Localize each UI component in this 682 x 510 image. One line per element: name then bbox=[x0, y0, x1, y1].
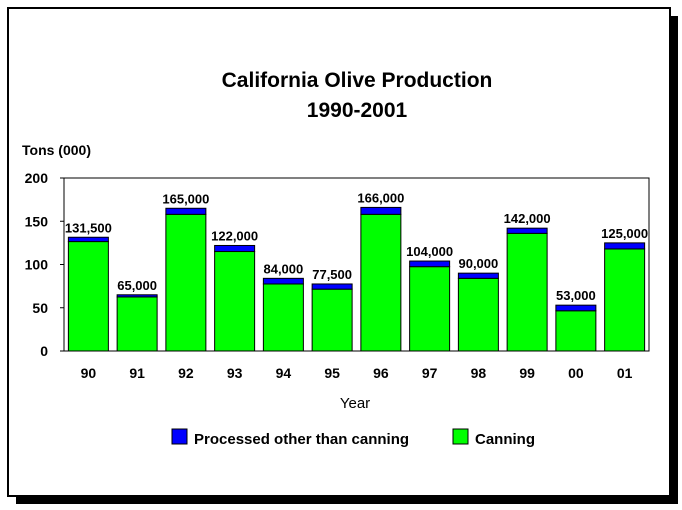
legend: Processed other than canning Canning bbox=[171, 428, 535, 448]
data-label: 122,000 bbox=[211, 228, 258, 243]
bar-canning bbox=[262, 283, 304, 352]
x-tick-label: 96 bbox=[373, 365, 389, 381]
data-label: 90,000 bbox=[458, 256, 498, 271]
bar-canning bbox=[67, 241, 109, 352]
data-label: 77,500 bbox=[312, 267, 352, 282]
bar-canning bbox=[116, 296, 158, 352]
x-tick-label: 97 bbox=[422, 365, 438, 381]
bar-processed bbox=[409, 260, 451, 268]
x-tick-label: 90 bbox=[81, 365, 97, 381]
bar-canning bbox=[311, 288, 353, 352]
legend-label-processed: Processed other than canning bbox=[194, 431, 409, 448]
bar-processed bbox=[457, 272, 499, 279]
plot-area bbox=[63, 177, 650, 352]
x-tick-label: 01 bbox=[617, 365, 633, 381]
chart-title: California Olive Production bbox=[222, 69, 493, 92]
bar-processed bbox=[116, 294, 158, 298]
data-label: 166,000 bbox=[357, 190, 404, 205]
bar-processed bbox=[555, 304, 597, 312]
bar-processed bbox=[311, 283, 353, 290]
bar-canning bbox=[409, 266, 451, 352]
bar-canning bbox=[360, 213, 402, 352]
y-axis: 0 50 100 150 200 bbox=[25, 170, 64, 359]
x-tick-label: 93 bbox=[227, 365, 243, 381]
data-label: 131,500 bbox=[65, 220, 112, 235]
x-tick-label: 98 bbox=[471, 365, 487, 381]
y-tick-label: 0 bbox=[40, 343, 48, 359]
x-tick-label: 00 bbox=[568, 365, 584, 381]
x-axis: 90 91 92 93 94 95 96 97 98 99 00 01 bbox=[81, 365, 633, 381]
bar-canning bbox=[604, 248, 646, 352]
x-tick-label: 94 bbox=[276, 365, 292, 381]
bar-canning bbox=[457, 277, 499, 352]
data-label: 65,000 bbox=[117, 278, 157, 293]
bar-processed bbox=[214, 244, 256, 253]
bar-processed bbox=[67, 236, 109, 243]
chart-subtitle: 1990-2001 bbox=[307, 99, 408, 122]
bar-canning bbox=[506, 232, 548, 352]
x-tick-label: 92 bbox=[178, 365, 194, 381]
bar-processed bbox=[165, 207, 207, 215]
data-label: 125,000 bbox=[601, 226, 648, 241]
x-axis-label: Year bbox=[340, 395, 370, 412]
y-tick-label: 200 bbox=[25, 170, 49, 186]
x-tick-label: 99 bbox=[519, 365, 535, 381]
y-tick-label: 50 bbox=[32, 300, 48, 316]
data-label: 142,000 bbox=[504, 211, 551, 226]
legend-swatch-processed bbox=[171, 428, 188, 445]
data-label: 84,000 bbox=[263, 261, 303, 276]
y-tick-label: 100 bbox=[25, 257, 49, 273]
x-tick-label: 95 bbox=[324, 365, 340, 381]
data-labels: 131,500 65,000 165,000 122,000 84,000 77,500 1… bbox=[65, 190, 648, 303]
x-tick-label: 91 bbox=[129, 365, 145, 381]
legend-label-canning: Canning bbox=[475, 431, 535, 448]
bar-processed bbox=[360, 206, 402, 215]
bars bbox=[67, 206, 646, 352]
y-tick-label: 150 bbox=[25, 213, 49, 229]
bar-canning bbox=[214, 251, 256, 352]
data-label: 104,000 bbox=[406, 244, 453, 259]
bar-processed bbox=[506, 227, 548, 234]
bar-canning bbox=[165, 213, 207, 352]
bar-processed bbox=[604, 242, 646, 250]
data-label: 165,000 bbox=[162, 191, 209, 206]
legend-swatch-canning bbox=[452, 428, 469, 445]
y-axis-label: Tons (000) bbox=[22, 142, 91, 158]
data-label: 53,000 bbox=[556, 288, 596, 303]
bar-canning bbox=[555, 310, 597, 352]
bar-processed bbox=[262, 277, 304, 285]
